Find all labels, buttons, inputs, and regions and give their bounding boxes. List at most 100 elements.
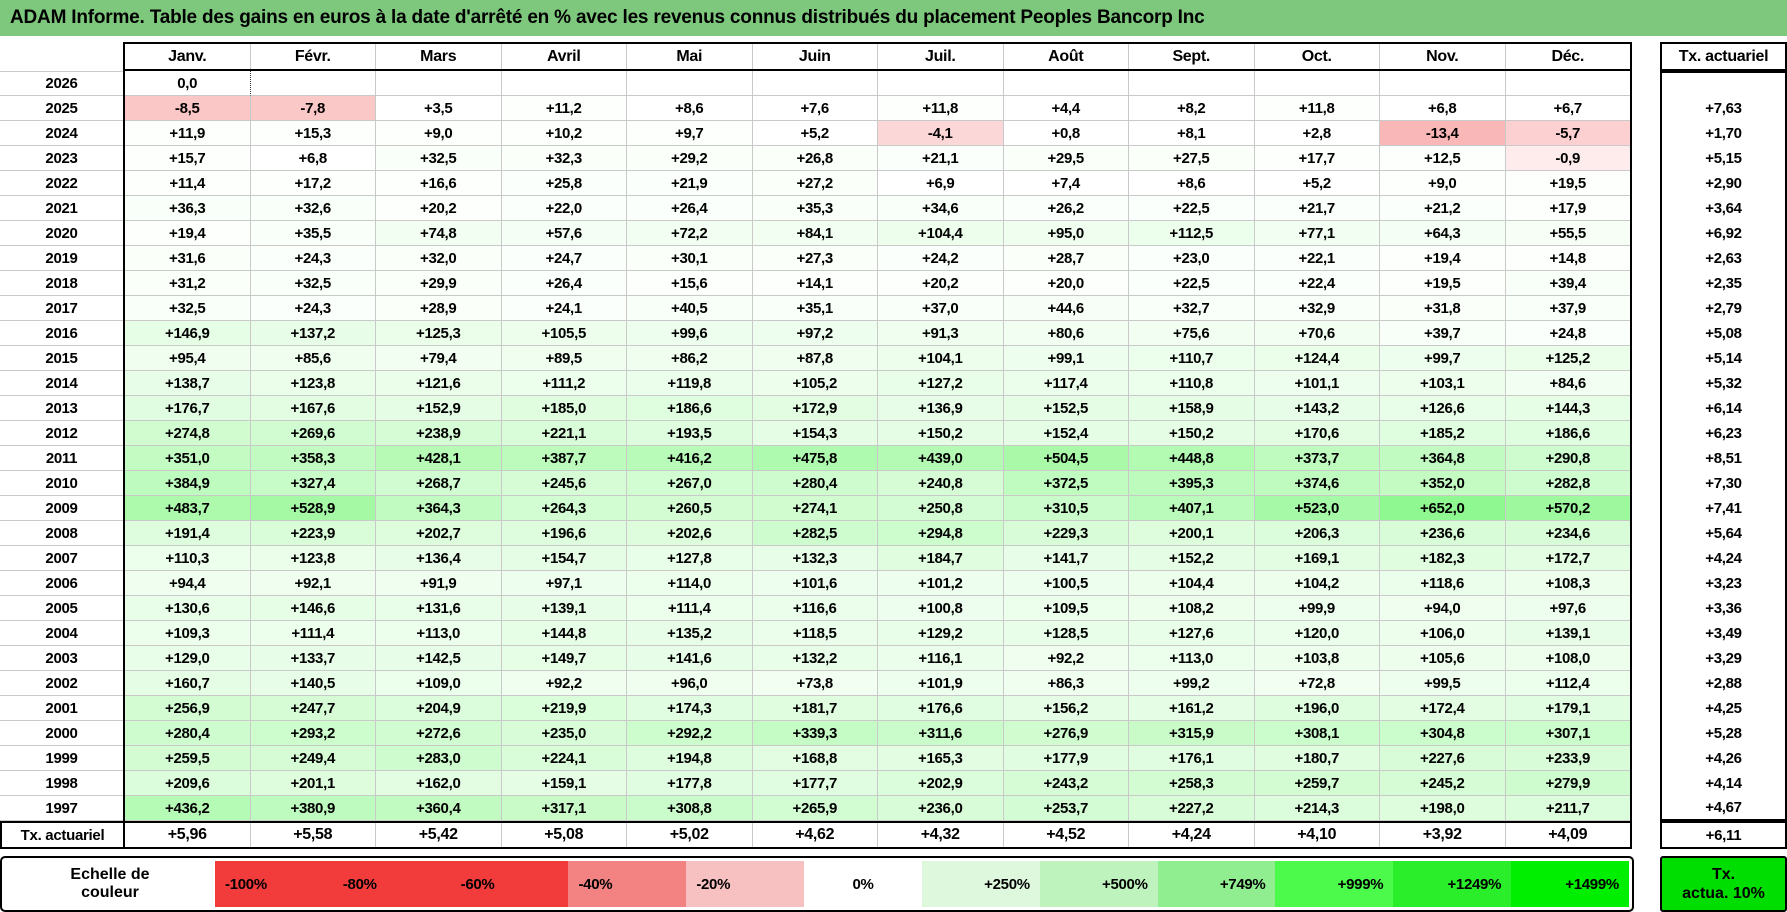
gain-cell: -0,9: [1505, 146, 1630, 171]
gain-cell: +259,7: [1254, 771, 1380, 796]
tx-actuariel-value: +6,92: [1660, 221, 1787, 246]
gain-cell: +9,0: [376, 121, 502, 146]
tx-month-value: +4,24: [1129, 823, 1255, 847]
gap: [1632, 296, 1660, 321]
gain-cell: +8,6: [627, 96, 753, 121]
gain-cell: +200,1: [1129, 521, 1255, 546]
gain-cell: +428,1: [376, 446, 502, 471]
gain-cell: +104,4: [878, 221, 1004, 246]
gain-cell: 0,0: [125, 71, 251, 96]
gain-cell: +209,6: [125, 771, 251, 796]
gain-cell: +34,6: [878, 196, 1004, 221]
gain-cell: +74,8: [376, 221, 502, 246]
gain-cell: +448,8: [1129, 446, 1255, 471]
month-values-block: +384,9 +327,4 +268,7 +245,6 +267,0 +280,4 +240…: [123, 471, 1632, 496]
tx-actuariel-value: +3,29: [1660, 646, 1787, 671]
gain-cell: +127,2: [878, 371, 1004, 396]
gain-cell: +105,6: [1380, 646, 1506, 671]
color-scale-stop: -60%: [450, 861, 569, 907]
gain-cell: +236,6: [1380, 521, 1506, 546]
gain-cell: +10,2: [501, 121, 627, 146]
gap: [1632, 71, 1660, 96]
gain-cell: +28,9: [376, 296, 502, 321]
month-header: Avril: [502, 44, 627, 69]
tx-actuariel-value: +1,70: [1660, 121, 1787, 146]
table-row: 2005 +130,6 +146,6 +131,6 +139,1 +111,4 +116,6…: [0, 596, 1787, 621]
gain-cell: +360,4: [376, 796, 502, 821]
month-values-block: +31,6 +24,3 +32,0 +24,7 +30,1 +27,3 +24,2 +28,7…: [123, 246, 1632, 271]
gain-cell: +142,5: [376, 646, 502, 671]
gain-cell: +111,4: [250, 621, 376, 646]
month-header: Juil.: [878, 44, 1004, 69]
tx-actuariel-value: +4,26: [1660, 746, 1787, 771]
gain-cell: +125,3: [376, 321, 502, 346]
gain-cell: +154,7: [501, 546, 627, 571]
gain-cell: +110,8: [1129, 371, 1255, 396]
gain-cell: [752, 71, 878, 96]
gain-cell: +181,7: [752, 696, 878, 721]
year-label: 2015: [0, 346, 123, 371]
gain-cell: +138,7: [125, 371, 251, 396]
gain-cell: +123,8: [250, 371, 376, 396]
year-label: 2006: [0, 571, 123, 596]
gain-cell: +108,0: [1505, 646, 1630, 671]
gains-table: Janv. Févr. Mars Avril Mai Juin Juil. Août Sept.…: [0, 42, 1787, 849]
gain-cell: +475,8: [752, 446, 878, 471]
table-row: 2004 +109,3 +111,4 +113,0 +144,8 +135,2 +118,5…: [0, 621, 1787, 646]
gain-cell: +96,0: [627, 671, 753, 696]
month-values-block: +259,5 +249,4 +283,0 +224,1 +194,8 +168,8 +165…: [123, 746, 1632, 771]
tx-actuariel-value: +5,28: [1660, 721, 1787, 746]
corner-spacer: [0, 42, 123, 71]
table-body: 2026 0,0 2025 -8,5 -7,8 +3,5 +11,2 +8,6 +7,6 +11,…: [0, 71, 1787, 821]
gain-cell: +358,3: [250, 446, 376, 471]
table-row: 1997 +436,2 +380,9 +360,4 +317,1 +308,8 +265,9…: [0, 796, 1787, 821]
gain-cell: +172,4: [1380, 696, 1506, 721]
month-values-block: +110,3 +123,8 +136,4 +154,7 +127,8 +132,3 +184…: [123, 546, 1632, 571]
gain-cell: +162,0: [376, 771, 502, 796]
gain-cell: +280,4: [752, 471, 878, 496]
gain-cell: +570,2: [1505, 496, 1630, 521]
month-values-block: +129,0 +133,7 +142,5 +149,7 +141,6 +132,2 +116…: [123, 646, 1632, 671]
table-row: 2007 +110,3 +123,8 +136,4 +154,7 +127,8 +132,3…: [0, 546, 1787, 571]
month-header: Mai: [627, 44, 753, 69]
gain-cell: +100,8: [878, 596, 1004, 621]
table-row: 2023 +15,7 +6,8 +32,5 +32,3 +29,2 +26,8 +21,1 +2…: [0, 146, 1787, 171]
gain-cell: +105,2: [752, 371, 878, 396]
gap: [1632, 696, 1660, 721]
tx-actuariel-value: +5,14: [1660, 346, 1787, 371]
gain-cell: +23,0: [1129, 246, 1255, 271]
gain-cell: +6,9: [878, 171, 1004, 196]
gain-cell: +99,5: [1380, 671, 1506, 696]
gain-cell: -5,7: [1505, 121, 1630, 146]
gain-cell: +116,6: [752, 596, 878, 621]
tx-month-value: +5,42: [376, 823, 502, 847]
gain-cell: +439,0: [878, 446, 1004, 471]
gain-cell: +159,1: [501, 771, 627, 796]
gain-cell: +126,6: [1380, 396, 1506, 421]
gain-cell: +292,2: [627, 721, 753, 746]
table-row: 2018 +31,2 +32,5 +29,9 +26,4 +15,6 +14,1 +20,2 +…: [0, 271, 1787, 296]
gain-cell: +94,4: [125, 571, 251, 596]
gain-cell: +327,4: [250, 471, 376, 496]
gain-cell: +26,4: [627, 196, 753, 221]
gain-cell: +185,0: [501, 396, 627, 421]
tx-actuariel-value: +2,63: [1660, 246, 1787, 271]
gain-cell: +253,7: [1003, 796, 1129, 821]
year-label: 2009: [0, 496, 123, 521]
gain-cell: [501, 71, 627, 96]
tx-actuariel-value: +3,23: [1660, 571, 1787, 596]
gain-cell: -4,1: [878, 121, 1004, 146]
gain-cell: +14,8: [1505, 246, 1630, 271]
gain-cell: +119,8: [627, 371, 753, 396]
gain-cell: +30,1: [627, 246, 753, 271]
gain-cell: +280,4: [125, 721, 251, 746]
gap: [1632, 621, 1660, 646]
gain-cell: +135,2: [627, 621, 753, 646]
gain-cell: +351,0: [125, 446, 251, 471]
color-scale-stop: -100%: [215, 861, 333, 907]
gap: [1632, 396, 1660, 421]
gain-cell: +17,2: [250, 171, 376, 196]
gain-cell: +282,8: [1505, 471, 1630, 496]
gap: [1632, 271, 1660, 296]
year-label: 2003: [0, 646, 123, 671]
